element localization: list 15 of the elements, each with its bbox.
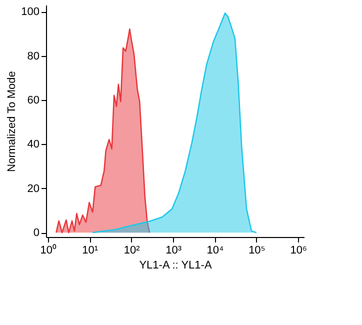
- x-axis-title: YL1-A :: YL1-A: [139, 260, 212, 272]
- x-tick-label: 10⁴: [206, 244, 224, 256]
- y-tick-label: 0: [33, 227, 40, 240]
- x-tick-label: 10¹: [82, 244, 98, 256]
- y-tick-label: 60: [27, 94, 40, 107]
- y-tick-label: 20: [27, 182, 40, 195]
- x-tick-label: 10⁶: [290, 244, 308, 256]
- y-tick-label: 40: [27, 138, 40, 151]
- x-tick-label: 10²: [124, 244, 140, 256]
- x-tick-label: 10⁰: [40, 244, 57, 256]
- x-tick-label: 10⁵: [248, 244, 266, 256]
- y-axis-title: Normalized To Mode: [6, 71, 18, 172]
- y-tick-label: 100: [21, 6, 40, 18]
- y-tick-label: 80: [27, 50, 40, 62]
- x-tick-label: 10³: [166, 244, 182, 256]
